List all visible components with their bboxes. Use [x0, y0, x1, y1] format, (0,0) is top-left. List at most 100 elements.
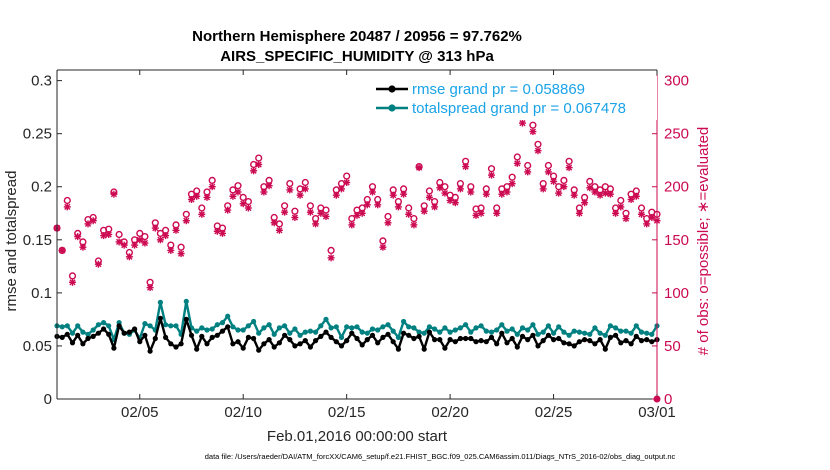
evaluated-marker — [219, 229, 226, 237]
rmse-point — [447, 337, 453, 343]
rmse-point — [607, 334, 614, 340]
evaluated-marker — [250, 167, 258, 175]
totalspread-point — [157, 299, 163, 305]
rmse-point — [628, 341, 634, 347]
totalspread-point — [535, 331, 541, 337]
rmse-point — [313, 338, 319, 344]
evaluated-marker — [301, 185, 309, 193]
evaluated-marker — [94, 260, 102, 268]
rmse-point — [323, 329, 329, 335]
evaluated-marker — [84, 220, 92, 228]
totalspread-point — [266, 322, 272, 328]
totalspread-point — [421, 330, 427, 336]
rmse-point — [504, 340, 510, 346]
evaluated-marker — [601, 189, 609, 197]
evaluated-marker — [539, 185, 547, 193]
rmse-point — [468, 335, 474, 342]
rmse-point — [302, 338, 308, 344]
rmse-point — [183, 316, 189, 322]
evaluated-marker — [224, 206, 232, 214]
evaluated-marker — [203, 193, 211, 201]
rmse-point — [530, 332, 536, 338]
rmse-point — [473, 339, 479, 345]
possible-marker — [327, 246, 335, 255]
rmse-point — [623, 338, 629, 344]
totalspread-point — [566, 332, 572, 338]
evaluated-marker — [296, 191, 304, 199]
rmse-point — [344, 338, 350, 344]
rmse-point — [106, 331, 112, 337]
x-tick-label: 02/20 — [431, 404, 469, 421]
y-axis-label: rmse and totalspread — [3, 171, 20, 312]
rmse-point — [245, 334, 251, 340]
totalspread-point — [571, 328, 577, 334]
totalspread-point — [463, 322, 469, 328]
y2-tick-label: 50 — [664, 338, 681, 355]
totalspread-point — [80, 329, 86, 335]
totalspread-point — [59, 324, 65, 330]
rmse-point — [204, 341, 210, 347]
evaluated-marker — [188, 196, 195, 203]
x-tick-label: 02/25 — [535, 404, 573, 421]
evaluated-marker — [281, 208, 289, 216]
totalspread-point — [313, 329, 319, 335]
evaluated-marker — [182, 217, 190, 225]
rmse-point — [509, 335, 515, 342]
totalspread-point — [628, 330, 634, 336]
totalspread-point — [618, 328, 624, 334]
evaluated-marker — [120, 241, 128, 249]
rmse-point — [592, 341, 598, 347]
possible-marker — [275, 220, 284, 228]
evaluated-marker — [529, 128, 537, 136]
evaluated-marker — [591, 188, 599, 196]
rmse-point — [349, 330, 355, 336]
rmse-point — [333, 339, 339, 345]
evaluated-marker — [348, 221, 356, 229]
evaluated-marker — [146, 284, 154, 292]
rmse-point — [328, 334, 334, 340]
evaluated-marker — [260, 188, 268, 196]
rmse-point — [276, 340, 282, 346]
evaluated-marker — [312, 220, 320, 228]
rmse-point — [395, 346, 401, 352]
totalspread-point — [411, 325, 417, 331]
rmse-point — [173, 344, 179, 350]
legend-spread-label: totalspread grand pr = 0.067478 — [412, 100, 626, 117]
rmse-point — [525, 337, 531, 343]
totalspread-point — [349, 325, 355, 331]
evaluated-marker — [286, 186, 294, 194]
evaluated-marker — [255, 161, 263, 168]
rmse-point — [359, 342, 365, 348]
evaluated-marker — [467, 188, 475, 196]
rmse-point — [437, 337, 443, 343]
evaluated-marker — [125, 253, 133, 261]
totalspread-point — [328, 325, 334, 331]
totalspread-point — [519, 325, 526, 331]
totalspread-point — [333, 324, 339, 330]
y2-tick-label: 300 — [664, 73, 689, 90]
rmse-point — [587, 338, 593, 344]
rmse-point — [369, 332, 376, 338]
rmse-point — [64, 331, 70, 337]
evaluated-marker — [343, 179, 351, 186]
evaluated-marker — [306, 208, 314, 216]
totalspread-point — [613, 325, 619, 331]
rmse-point — [535, 343, 541, 349]
totalspread-point — [442, 325, 448, 331]
totalspread-point — [561, 329, 567, 335]
totalspread-point — [406, 324, 412, 330]
totalspread-point — [354, 324, 360, 330]
totalspread-point — [142, 321, 148, 327]
evaluated-marker — [451, 199, 459, 207]
evaluated-marker — [58, 246, 66, 254]
rmse-point — [390, 339, 396, 345]
rmse-point — [452, 339, 458, 345]
y2-axis-label: # of obs: o=possible; ∗=evaluated — [695, 127, 712, 356]
totalspread-point — [468, 329, 474, 335]
totalspread-point — [395, 334, 401, 340]
totalspread-point — [432, 326, 438, 332]
rmse-point — [178, 341, 184, 347]
totalspread-point — [245, 323, 251, 329]
y2-tick-label: 150 — [664, 232, 689, 249]
rmse-point — [194, 346, 200, 352]
